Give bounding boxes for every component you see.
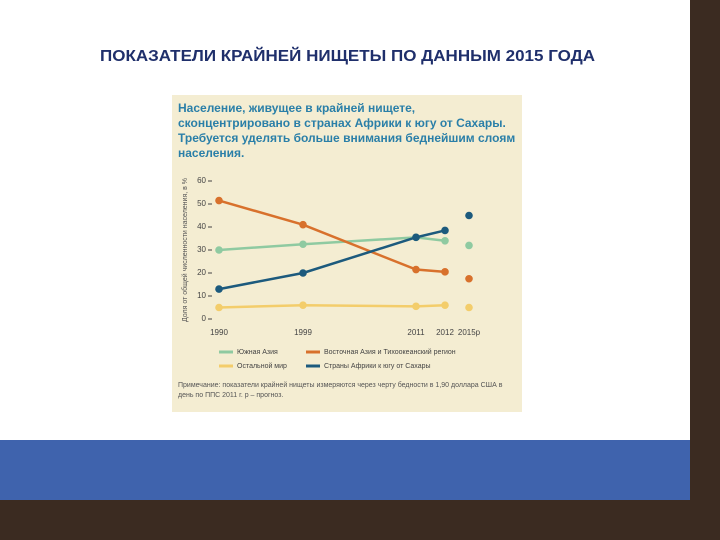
x-tick-label: 2012 [436, 328, 454, 337]
y-tick-label: 20 [197, 268, 206, 277]
data-point [441, 268, 449, 276]
data-point [441, 237, 449, 245]
legend-label: Остальной мир [237, 362, 287, 370]
y-tick-label: 10 [197, 291, 206, 300]
y-tick-label: 60 [197, 176, 206, 185]
series-line [218, 303, 446, 309]
y-tick-label: 30 [197, 245, 206, 254]
series-line [218, 229, 446, 291]
data-point [299, 240, 307, 249]
data-point [299, 301, 307, 310]
footer-band [0, 440, 690, 500]
data-point [465, 274, 473, 283]
legend-label: Страны Африки к югу от Сахары [324, 363, 431, 370]
chart-note: Примечание: показатели крайней нищеты из… [178, 382, 503, 399]
data-point [299, 269, 307, 277]
y-tick-label: 50 [197, 199, 206, 208]
data-point [412, 302, 420, 311]
series-line [218, 199, 446, 274]
data-point [441, 301, 449, 310]
data-point [412, 265, 420, 274]
data-point [465, 303, 473, 312]
y-tick-label: 0 [202, 314, 207, 323]
data-point [215, 196, 223, 205]
data-point [299, 220, 307, 229]
chart-panel [172, 95, 522, 412]
data-point [215, 246, 223, 254]
data-point [215, 285, 223, 293]
data-point [215, 303, 223, 312]
y-axis-label: Доля от общей численности населения, в % [181, 178, 189, 322]
data-point [465, 241, 473, 250]
x-tick-label: 2011 [407, 328, 425, 337]
data-point [465, 211, 473, 220]
slide-title: ПОКАЗАТЕЛИ КРАЙНЕЙ НИЩЕТЫ ПО ДАННЫМ 2015… [100, 46, 595, 65]
data-point [441, 226, 449, 235]
legend-label: Южная Азия [237, 349, 278, 356]
chart-title: Население, живущее в крайней нищете, ско… [178, 101, 516, 160]
y-tick-label: 40 [197, 222, 206, 231]
legend-label: Восточная Азия и Тихоокеанский регион [324, 348, 456, 356]
x-tick-label: 1999 [294, 328, 312, 337]
x-tick-label: 2015p [458, 328, 481, 337]
x-tick-label: 1990 [210, 328, 228, 337]
series-line [218, 236, 446, 252]
data-point [412, 233, 420, 242]
